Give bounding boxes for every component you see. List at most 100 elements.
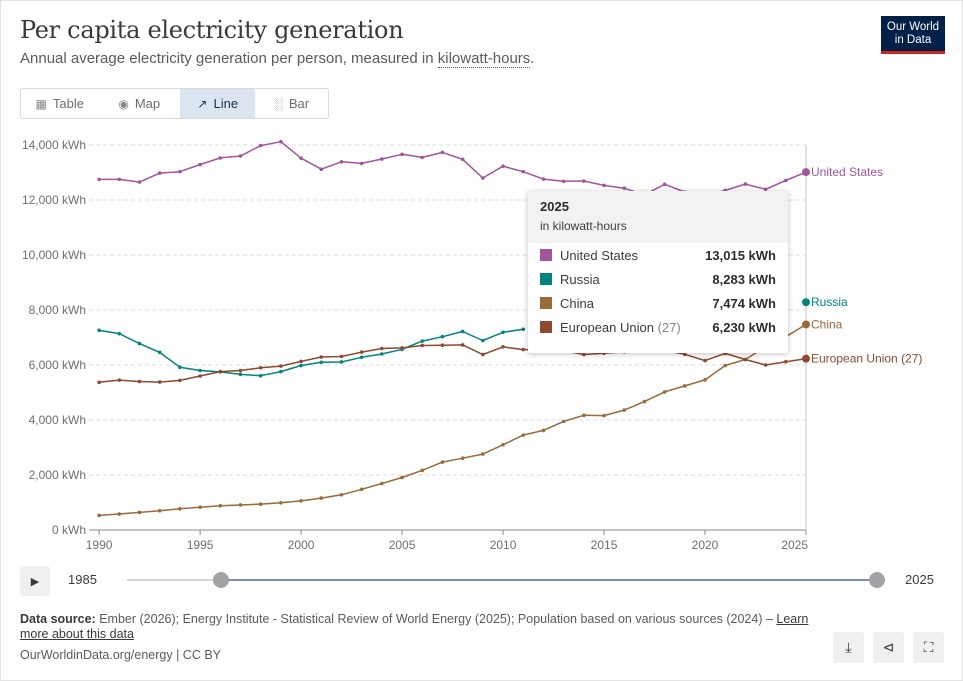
x-tick-label: 2000 bbox=[288, 538, 315, 552]
x-tick-label: 1995 bbox=[187, 538, 214, 552]
data-point-united-states bbox=[279, 139, 283, 144]
series-line-united-states bbox=[99, 140, 807, 197]
share-button[interactable]: ⊲ bbox=[873, 632, 904, 663]
x-tick-label: 2005 bbox=[389, 538, 416, 552]
data-point-european-union-27 bbox=[380, 346, 384, 351]
data-point-china bbox=[279, 500, 283, 505]
download-icon: ⤓ bbox=[845, 639, 852, 655]
play-button[interactable]: ▶ bbox=[20, 566, 50, 596]
tooltip-unit: in kilowatt-hours bbox=[540, 219, 627, 233]
data-point-european-union-27 bbox=[218, 369, 223, 374]
x-tick-label: 2010 bbox=[490, 538, 517, 552]
x-tick-label: 2015 bbox=[591, 538, 618, 552]
data-point-european-union-27 bbox=[703, 358, 707, 363]
tooltip-entity-count: (27) bbox=[657, 319, 681, 335]
data-point-united-states bbox=[117, 177, 122, 182]
data-point-european-union-27 bbox=[258, 365, 263, 370]
timeline-end-handle[interactable] bbox=[869, 572, 885, 588]
tooltip-header: 2025 in kilowatt-hours bbox=[528, 191, 788, 243]
data-point-china bbox=[137, 510, 142, 515]
tooltip-entity-name: European Union bbox=[560, 319, 654, 335]
table-icon: ▦ bbox=[35, 96, 47, 111]
swatch-united-states bbox=[540, 249, 552, 261]
data-point-united-states bbox=[359, 161, 364, 166]
data-point-russia bbox=[97, 328, 101, 333]
kilowatt-hours-link[interactable]: kilowatt-hours bbox=[437, 50, 531, 68]
data-point-united-states bbox=[420, 155, 425, 160]
timeline-start-handle[interactable] bbox=[212, 572, 229, 588]
data-point-china bbox=[178, 507, 182, 511]
tooltip-entity: United States bbox=[560, 247, 639, 263]
tooltip-entity: Russia bbox=[560, 271, 600, 287]
swatch-china bbox=[540, 297, 552, 309]
line-label-united-states: United States bbox=[811, 165, 883, 179]
timeline-start-label: 1985 bbox=[68, 572, 97, 587]
x-tick-label: 2020 bbox=[692, 538, 719, 552]
tab-table-label: Table bbox=[52, 96, 84, 111]
data-point-russia bbox=[521, 327, 526, 332]
data-point-china bbox=[400, 475, 404, 480]
data-point-united-states bbox=[157, 171, 162, 175]
data-point-european-union-27 bbox=[501, 345, 505, 349]
data-point-united-states bbox=[763, 187, 768, 192]
tab-bar[interactable]: ░ Bar bbox=[255, 89, 328, 118]
data-point-european-union-27 bbox=[683, 352, 687, 357]
x-tick-label: 2025 bbox=[781, 538, 808, 552]
subtitle-text: Annual average electricity generation pe… bbox=[20, 50, 438, 67]
data-point-china bbox=[723, 363, 728, 368]
data-point-european-union-27 bbox=[339, 354, 344, 359]
data-point-united-states bbox=[97, 177, 101, 182]
data-point-china bbox=[622, 408, 627, 412]
tooltip-row: China 7,474 kWh bbox=[528, 291, 788, 315]
timeline-end-label: 2025 bbox=[905, 572, 934, 587]
tab-line[interactable]: ↗ Line bbox=[179, 89, 256, 118]
timeline-selected-range bbox=[220, 579, 877, 581]
subtitle-end: . bbox=[530, 50, 535, 67]
data-point-united-states bbox=[521, 169, 526, 174]
data-point-united-states bbox=[380, 157, 384, 161]
data-point-united-states bbox=[258, 143, 263, 148]
data-point-china bbox=[117, 512, 122, 516]
tooltip-row: Russia 8,283 kWh bbox=[528, 267, 788, 291]
data-point-russia bbox=[319, 360, 324, 365]
fullscreen-icon: ⛶ bbox=[923, 639, 934, 655]
data-point-united-states bbox=[238, 154, 243, 158]
source-label: Data source: bbox=[20, 612, 96, 626]
data-point-russia bbox=[258, 373, 263, 378]
data-point-russia bbox=[440, 334, 445, 339]
credit-link[interactable]: OurWorldinData.org/energy | CC BY bbox=[20, 648, 222, 662]
tooltip-value: 6,230 kWh bbox=[712, 319, 776, 335]
y-tick-label: 0 kWh bbox=[52, 523, 86, 537]
data-point-china bbox=[440, 460, 445, 464]
learn-more-link[interactable]: Learn more about this data bbox=[20, 612, 809, 641]
tab-line-label: Line bbox=[213, 96, 239, 111]
data-point-united-states bbox=[541, 177, 546, 181]
line-label-european-union-27: European Union (27) bbox=[811, 352, 922, 366]
data-point-russia bbox=[117, 331, 122, 336]
line-label-china: China bbox=[811, 317, 843, 331]
y-tick-label: 10,000 kWh bbox=[22, 248, 86, 262]
data-point-european-union-27 bbox=[238, 368, 243, 373]
data-point-united-states bbox=[137, 180, 142, 184]
data-point-european-union-27 bbox=[400, 346, 404, 350]
fullscreen-button[interactable]: ⛶ bbox=[913, 632, 944, 663]
data-point-united-states bbox=[460, 157, 465, 162]
data-point-china bbox=[602, 413, 606, 418]
x-tick-label: 1990 bbox=[86, 538, 113, 552]
data-point-european-union-27 bbox=[137, 379, 142, 384]
data-point-european-union-27 bbox=[319, 355, 324, 359]
data-point-russia bbox=[339, 360, 344, 364]
tooltip-row: United States 13,015 kWh bbox=[528, 243, 788, 267]
data-point-united-states bbox=[561, 179, 566, 184]
page-subtitle: Annual average electricity generation pe… bbox=[20, 50, 535, 68]
data-source: Data source: Ember (2026); Energy Instit… bbox=[20, 612, 830, 642]
tab-table[interactable]: ▦ Table bbox=[21, 89, 99, 118]
data-point-united-states bbox=[319, 167, 324, 171]
line-chart-icon: ↗ bbox=[197, 96, 208, 111]
line-label-russia: Russia bbox=[811, 295, 848, 309]
data-point-united-states bbox=[582, 179, 586, 183]
data-point-russia bbox=[380, 352, 384, 356]
download-button[interactable]: ⤓ bbox=[833, 632, 864, 663]
owid-logo[interactable]: Our World in Data bbox=[881, 16, 945, 54]
tab-map[interactable]: ◉ Map bbox=[99, 89, 180, 118]
